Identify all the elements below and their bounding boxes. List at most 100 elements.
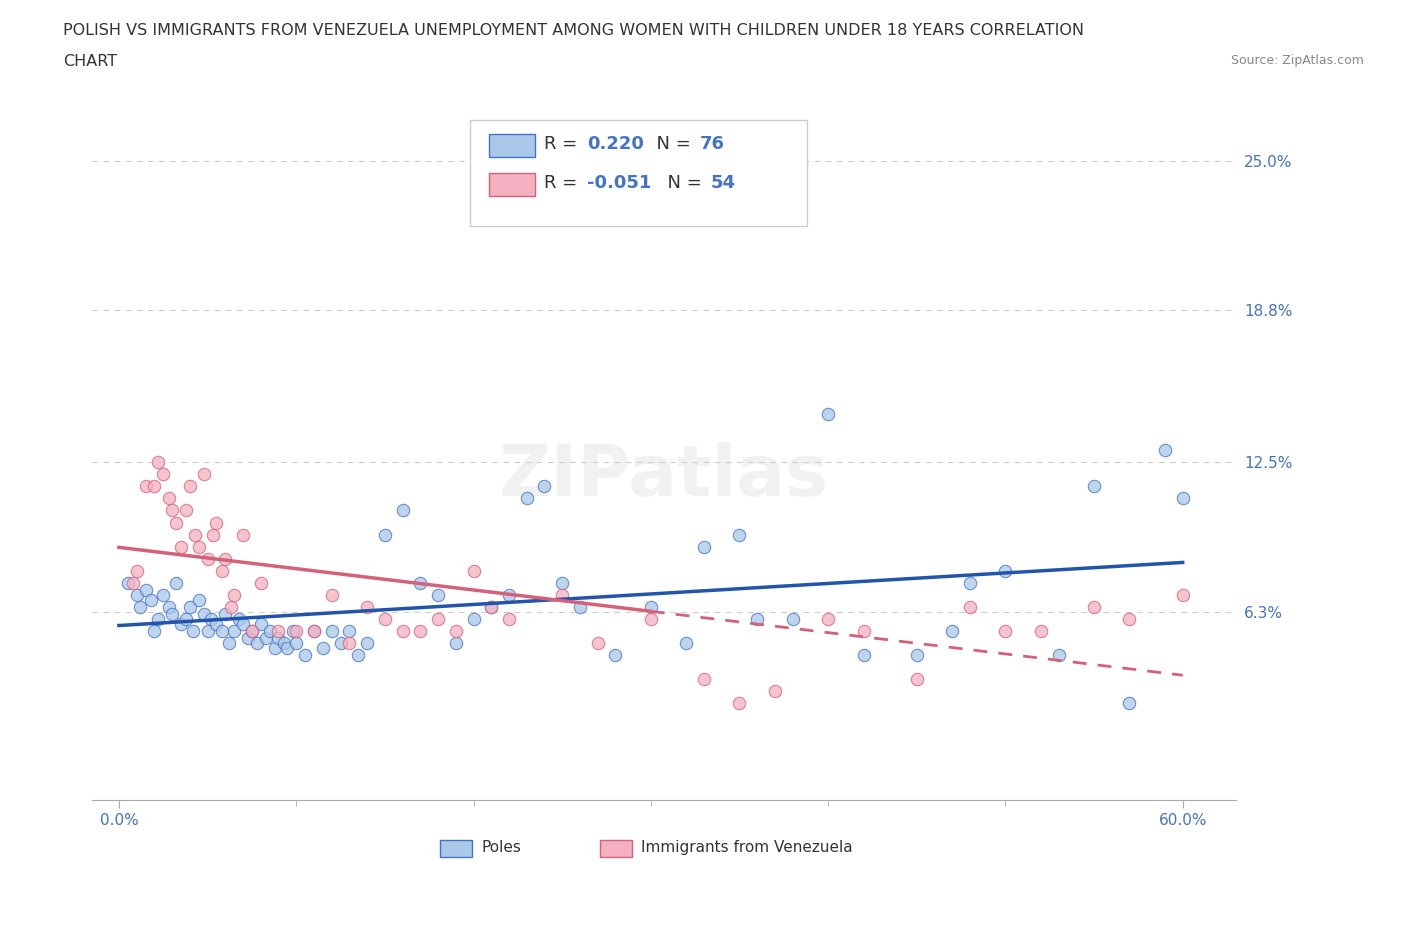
- Point: [693, 539, 716, 554]
- Point: [312, 641, 335, 656]
- Point: [157, 600, 180, 615]
- Text: Poles: Poles: [481, 841, 522, 856]
- Point: [551, 576, 574, 591]
- Point: [211, 623, 233, 638]
- Point: [905, 647, 928, 662]
- Point: [339, 635, 361, 650]
- Point: [254, 631, 277, 645]
- FancyBboxPatch shape: [440, 841, 472, 857]
- Point: [249, 617, 271, 631]
- Point: [498, 588, 520, 603]
- Point: [240, 623, 263, 638]
- Point: [356, 635, 378, 650]
- Point: [187, 539, 209, 554]
- Point: [994, 623, 1017, 638]
- Point: [240, 623, 263, 638]
- Point: [152, 467, 174, 482]
- Point: [201, 527, 224, 542]
- Point: [533, 479, 555, 494]
- Text: CHART: CHART: [63, 54, 117, 69]
- Text: N =: N =: [645, 135, 696, 153]
- Point: [267, 623, 290, 638]
- Point: [276, 641, 298, 656]
- Point: [267, 631, 290, 645]
- Point: [134, 582, 156, 597]
- Point: [374, 612, 396, 627]
- Text: Immigrants from Venezuela: Immigrants from Venezuela: [641, 841, 853, 856]
- Point: [134, 479, 156, 494]
- Point: [219, 600, 242, 615]
- Point: [409, 576, 432, 591]
- Text: 76: 76: [700, 135, 724, 153]
- Point: [302, 623, 325, 638]
- Point: [586, 635, 609, 650]
- Point: [479, 600, 502, 615]
- Point: [125, 588, 148, 603]
- Point: [329, 635, 352, 650]
- Point: [183, 623, 205, 638]
- Point: [228, 612, 250, 627]
- Point: [959, 600, 981, 615]
- Point: [302, 623, 325, 638]
- Text: Source: ZipAtlas.com: Source: ZipAtlas.com: [1230, 54, 1364, 67]
- Point: [321, 623, 343, 638]
- Text: POLISH VS IMMIGRANTS FROM VENEZUELA UNEMPLOYMENT AMONG WOMEN WITH CHILDREN UNDER: POLISH VS IMMIGRANTS FROM VENEZUELA UNEM…: [63, 23, 1084, 38]
- Point: [157, 491, 180, 506]
- Point: [356, 600, 378, 615]
- Point: [214, 606, 236, 621]
- Point: [211, 564, 233, 578]
- Point: [143, 479, 166, 494]
- Point: [605, 647, 627, 662]
- Point: [129, 600, 152, 615]
- Point: [640, 600, 662, 615]
- Text: R =: R =: [544, 135, 583, 153]
- Point: [463, 612, 485, 627]
- Point: [1118, 696, 1140, 711]
- Text: 54: 54: [711, 175, 735, 193]
- Point: [238, 631, 260, 645]
- Point: [959, 576, 981, 591]
- Point: [427, 612, 450, 627]
- Point: [176, 503, 198, 518]
- Point: [1118, 612, 1140, 627]
- Point: [264, 641, 287, 656]
- Point: [321, 588, 343, 603]
- Point: [170, 539, 193, 554]
- Point: [409, 623, 432, 638]
- Point: [179, 600, 201, 615]
- Point: [259, 623, 281, 638]
- Point: [852, 647, 875, 662]
- Point: [817, 612, 839, 627]
- FancyBboxPatch shape: [470, 120, 807, 226]
- Point: [205, 617, 228, 631]
- Point: [187, 592, 209, 607]
- Point: [479, 600, 502, 615]
- Point: [391, 503, 413, 518]
- Point: [728, 527, 751, 542]
- Point: [782, 612, 804, 627]
- Point: [693, 671, 716, 686]
- Point: [285, 623, 308, 638]
- Point: [516, 491, 538, 506]
- Point: [146, 612, 169, 627]
- Point: [444, 635, 467, 650]
- Point: [165, 515, 187, 530]
- Point: [294, 647, 316, 662]
- Point: [117, 576, 139, 591]
- Point: [281, 623, 304, 638]
- Point: [273, 635, 295, 650]
- Point: [218, 635, 240, 650]
- Point: [374, 527, 396, 542]
- Point: [184, 527, 207, 542]
- Text: -0.051: -0.051: [588, 175, 652, 193]
- Text: R =: R =: [544, 175, 583, 193]
- Point: [122, 576, 145, 591]
- Point: [1171, 491, 1194, 506]
- Point: [463, 564, 485, 578]
- Point: [1029, 623, 1052, 638]
- Text: 0.220: 0.220: [588, 135, 644, 153]
- Point: [905, 671, 928, 686]
- Text: N =: N =: [657, 175, 707, 193]
- Point: [339, 623, 361, 638]
- Point: [179, 479, 201, 494]
